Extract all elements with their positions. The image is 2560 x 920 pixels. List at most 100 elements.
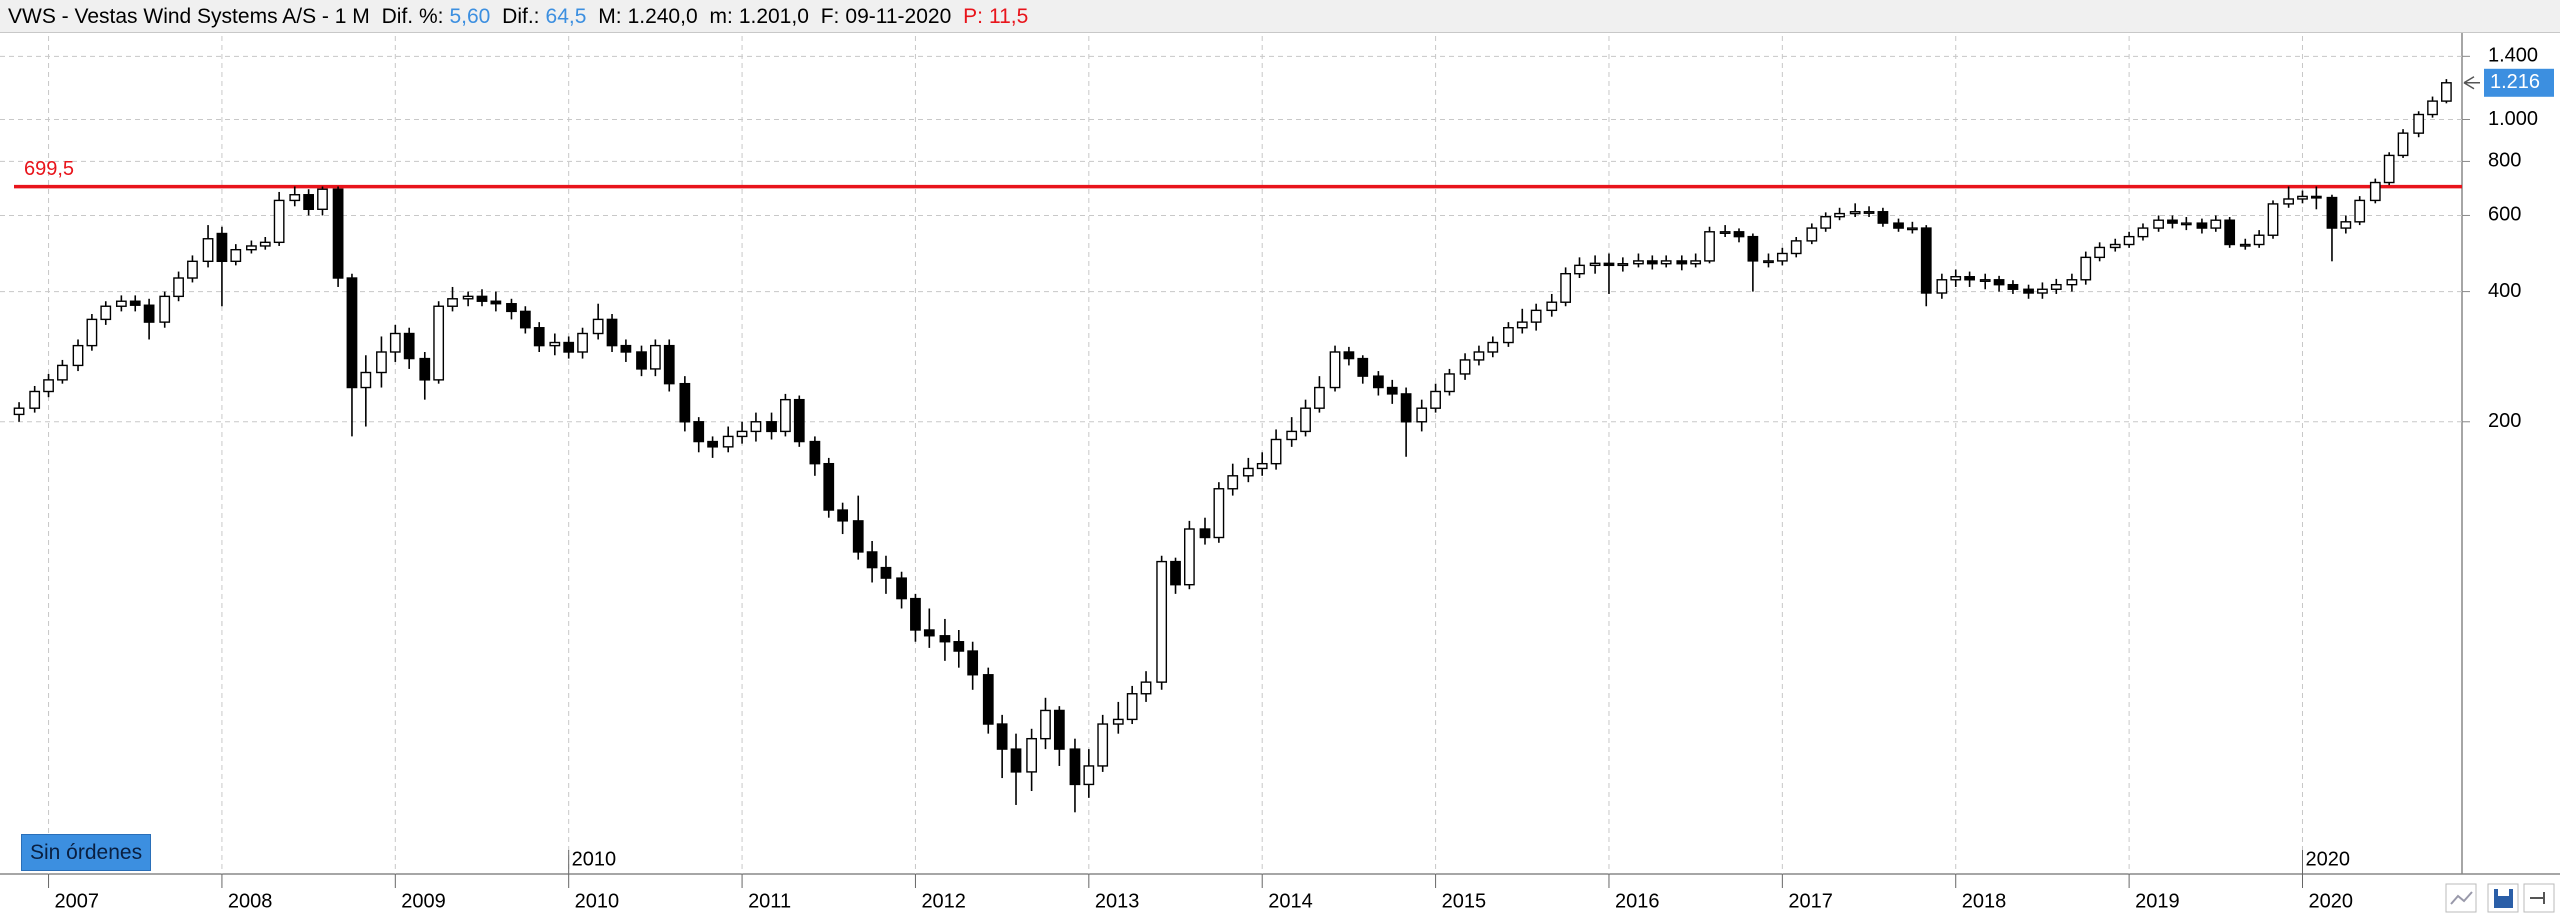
x-tick-label: 2012 xyxy=(921,890,966,912)
candle-body xyxy=(202,238,214,263)
candle-body xyxy=(1806,227,1818,242)
candle-body xyxy=(1343,351,1355,360)
candle-body xyxy=(592,318,604,335)
candle-body xyxy=(1140,681,1152,695)
x-tick-label: 2007 xyxy=(55,890,100,912)
candle-body xyxy=(1660,260,1672,265)
candle-body xyxy=(880,566,892,579)
candle-body xyxy=(1170,560,1181,586)
period-marker-label: 2010 xyxy=(572,848,617,870)
candle-body xyxy=(2224,219,2236,246)
candle-body xyxy=(2153,219,2164,229)
candle-body xyxy=(2354,199,2366,223)
candle-body xyxy=(2050,283,2062,290)
candle-body xyxy=(29,390,41,409)
candle-body xyxy=(1473,351,1485,361)
last-price-arrow xyxy=(2463,76,2480,90)
candle-body xyxy=(982,674,994,725)
candle-body xyxy=(1430,390,1441,409)
candle-body xyxy=(2297,195,2308,200)
candle-body xyxy=(1386,386,1398,395)
candle-body xyxy=(2283,198,2295,205)
candle-body xyxy=(1603,262,1615,267)
candle-body xyxy=(360,371,372,389)
candle-body xyxy=(533,327,545,347)
candle-body xyxy=(967,650,979,676)
candle-body xyxy=(289,194,301,202)
x-tick-label: 2017 xyxy=(1788,890,1833,912)
candle-body xyxy=(823,462,835,511)
candle-body xyxy=(663,344,675,385)
candle-body xyxy=(1719,231,1731,234)
candle-body xyxy=(403,332,415,360)
candle-body xyxy=(606,318,618,347)
y-tick-label: 1.400 xyxy=(2488,45,2538,67)
level-label: 699,5 xyxy=(24,158,74,180)
x-tick-label: 2014 xyxy=(1268,890,1313,912)
label: F: xyxy=(820,5,840,28)
candle-body xyxy=(273,199,285,244)
candle-body xyxy=(996,723,1008,750)
orders-button[interactable]: Sin órdenes xyxy=(21,834,152,871)
candle-body xyxy=(2066,279,2078,286)
icon xyxy=(2530,892,2545,904)
candle-body xyxy=(1199,528,1211,539)
candle-body xyxy=(173,277,184,298)
candle-body xyxy=(1516,321,1528,329)
candle-body xyxy=(1083,765,1095,786)
candle-body xyxy=(1979,279,1991,282)
candle-body xyxy=(1503,327,1514,344)
x-tick-label: 2011 xyxy=(748,890,791,912)
candle-body xyxy=(2441,82,2452,102)
candle-body xyxy=(346,277,358,389)
candle-body xyxy=(1256,462,1268,470)
candle-body xyxy=(923,629,935,637)
candle-body xyxy=(1314,386,1325,409)
label: Dif.: xyxy=(502,5,540,28)
candle-body xyxy=(389,332,401,353)
candle-body xyxy=(549,341,561,347)
candle-body xyxy=(649,344,661,370)
candle-body xyxy=(86,318,98,347)
candle-body xyxy=(1227,475,1239,490)
candle-body xyxy=(1589,262,1601,267)
candle-body xyxy=(1040,709,1051,740)
label: P: xyxy=(963,5,983,28)
toolbar-icons[interactable] xyxy=(2445,883,2555,913)
candle-body xyxy=(707,440,718,448)
x-tick-label: 2009 xyxy=(401,890,446,912)
candle-body xyxy=(722,435,734,448)
x-tick-label: 2016 xyxy=(1615,890,1660,912)
candle-body xyxy=(2023,288,2034,294)
candle-body xyxy=(115,300,127,307)
candle-body xyxy=(1156,560,1168,683)
candle-body xyxy=(1097,723,1109,767)
candle-body xyxy=(476,295,488,302)
candle-body xyxy=(1790,240,1802,255)
candle-body xyxy=(1530,309,1542,323)
x-tick-label: 2008 xyxy=(228,890,273,912)
candle-body xyxy=(1560,272,1572,303)
candle-body xyxy=(1690,260,1702,265)
candle-body xyxy=(13,407,25,416)
candle-body xyxy=(506,303,517,313)
candle-body xyxy=(1646,260,1658,265)
candle-body xyxy=(1069,748,1081,786)
candle-body xyxy=(1964,276,1975,281)
candle-body xyxy=(2137,227,2149,238)
value: 09-11-2020 xyxy=(845,5,952,28)
candle-body xyxy=(1444,373,1455,393)
candle-body xyxy=(1920,227,1932,294)
value: 64,5 xyxy=(545,5,587,28)
candle-body xyxy=(1357,357,1369,377)
candle-body xyxy=(2413,113,2425,134)
x-tick-label: 2020 xyxy=(2308,890,2353,912)
candle-body xyxy=(2080,256,2092,281)
candle-body xyxy=(1126,693,1138,721)
x-tick-label: 2018 xyxy=(1962,890,2007,912)
candle-body xyxy=(679,382,691,423)
candle-body xyxy=(852,520,864,553)
candle-body xyxy=(1820,216,1832,229)
candle-body xyxy=(2037,288,2048,294)
candle-body xyxy=(2326,196,2338,229)
